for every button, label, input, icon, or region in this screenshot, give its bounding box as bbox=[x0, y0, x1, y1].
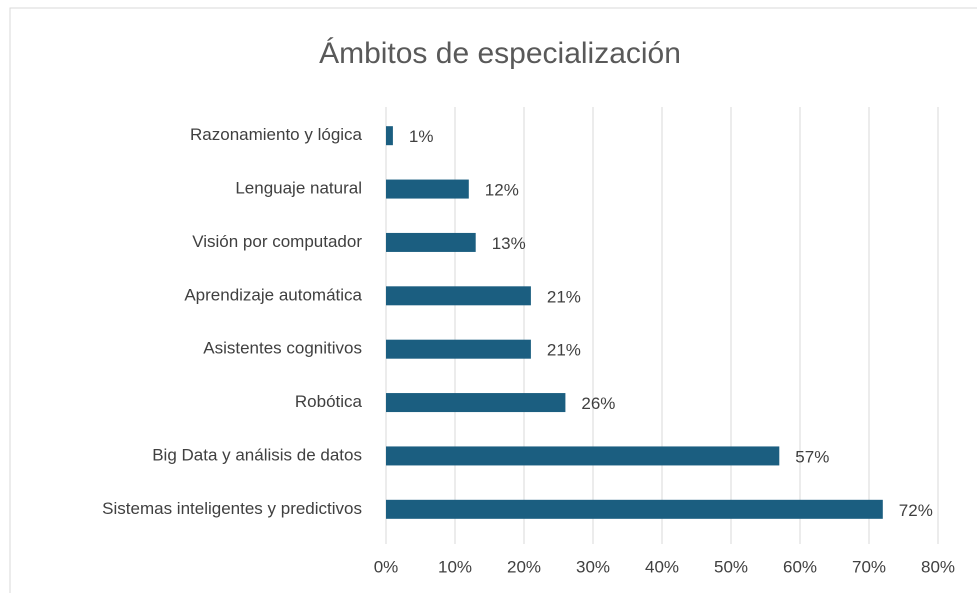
x-tick-label: 70% bbox=[852, 557, 886, 576]
data-label: 57% bbox=[795, 447, 829, 466]
x-tick-label: 60% bbox=[783, 557, 817, 576]
y-tick-label: Big Data y análisis de datos bbox=[152, 445, 362, 464]
data-label: 12% bbox=[485, 181, 519, 200]
bar bbox=[386, 179, 469, 199]
data-label: 1% bbox=[409, 127, 434, 146]
x-tick-label: 40% bbox=[645, 557, 679, 576]
y-tick-label: Visión por computador bbox=[192, 232, 362, 251]
x-tick-label: 0% bbox=[374, 557, 399, 576]
x-tick-label: 50% bbox=[714, 557, 748, 576]
x-tick-label: 10% bbox=[438, 557, 472, 576]
x-tick-label: 30% bbox=[576, 557, 610, 576]
data-label: 21% bbox=[547, 341, 581, 360]
bar bbox=[386, 446, 780, 466]
data-label: 21% bbox=[547, 287, 581, 306]
bar bbox=[386, 286, 531, 306]
x-tick-label: 20% bbox=[507, 557, 541, 576]
y-tick-label: Sistemas inteligentes y predictivos bbox=[102, 499, 362, 518]
data-label: 26% bbox=[581, 394, 615, 413]
y-tick-label: Asistentes cognitivos bbox=[203, 339, 362, 358]
bar bbox=[386, 393, 566, 413]
y-tick-label: Aprendizaje automática bbox=[184, 285, 362, 304]
x-tick-label: 80% bbox=[921, 557, 955, 576]
bar bbox=[386, 232, 476, 252]
chart-title: Ámbitos de especialización bbox=[319, 37, 681, 70]
y-tick-label: Robótica bbox=[295, 392, 363, 411]
data-label: 72% bbox=[899, 501, 933, 520]
y-tick-label: Razonamiento y lógica bbox=[190, 125, 363, 144]
bar bbox=[386, 126, 393, 146]
y-tick-label: Lenguaje natural bbox=[235, 179, 362, 198]
bar bbox=[386, 339, 531, 359]
bar bbox=[386, 499, 883, 519]
data-label: 13% bbox=[492, 234, 526, 253]
